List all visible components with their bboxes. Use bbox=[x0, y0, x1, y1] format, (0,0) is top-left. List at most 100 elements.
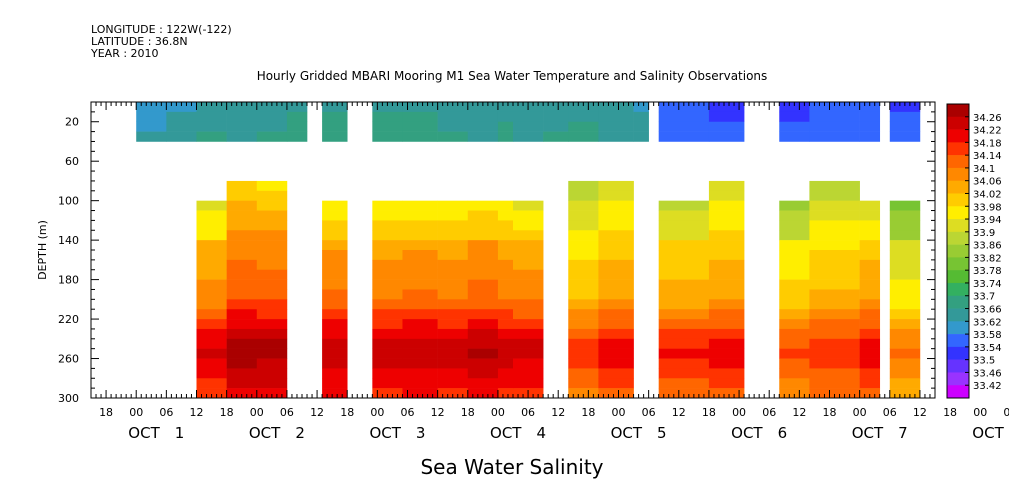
salinity-cell bbox=[322, 388, 348, 399]
salinity-cell bbox=[196, 269, 227, 280]
salinity-cell bbox=[809, 378, 860, 389]
salinity-cell bbox=[226, 259, 258, 271]
y-tick-label: 20 bbox=[65, 116, 79, 129]
colorbar-swatch bbox=[947, 219, 969, 233]
salinity-field bbox=[136, 102, 921, 399]
salinity-cell bbox=[708, 230, 745, 241]
salinity-cell bbox=[598, 121, 634, 132]
colorbar-swatch bbox=[947, 334, 969, 348]
salinity-cell bbox=[658, 289, 710, 300]
salinity-cell bbox=[467, 338, 499, 349]
salinity-cell bbox=[372, 131, 403, 142]
salinity-cell bbox=[809, 259, 860, 271]
salinity-cell bbox=[402, 259, 438, 271]
colorbar-label: 33.94 bbox=[973, 215, 1002, 226]
salinity-cell bbox=[256, 131, 288, 142]
salinity-cell bbox=[497, 230, 514, 241]
salinity-cell bbox=[859, 200, 881, 211]
salinity-cell bbox=[322, 250, 348, 261]
salinity-cell bbox=[513, 131, 544, 142]
salinity-cell bbox=[809, 299, 860, 310]
salinity-cell bbox=[658, 102, 710, 113]
salinity-cell bbox=[437, 309, 469, 320]
salinity-cell bbox=[497, 131, 514, 142]
salinity-cell bbox=[226, 190, 258, 201]
salinity-cell bbox=[196, 378, 227, 389]
salinity-cell bbox=[497, 299, 514, 310]
x-tick-label: 00 bbox=[370, 406, 384, 419]
x-tick-label: 06 bbox=[883, 406, 897, 419]
salinity-cell bbox=[497, 338, 514, 349]
salinity-cell bbox=[859, 299, 881, 310]
salinity-cell bbox=[779, 210, 810, 221]
salinity-cell bbox=[196, 200, 227, 211]
salinity-cell bbox=[658, 111, 710, 123]
salinity-cell bbox=[402, 240, 438, 251]
salinity-cell bbox=[513, 338, 544, 349]
x-tick-label: 12 bbox=[431, 406, 445, 419]
salinity-cell bbox=[437, 111, 469, 123]
salinity-cell bbox=[513, 220, 544, 231]
salinity-cell bbox=[543, 131, 569, 142]
salinity-cell bbox=[402, 250, 438, 261]
data-column bbox=[136, 102, 167, 142]
salinity-cell bbox=[543, 102, 569, 113]
y-axis-label: DEPTH (m) bbox=[36, 220, 49, 280]
salinity-cell bbox=[372, 220, 403, 231]
data-column bbox=[196, 102, 227, 399]
salinity-cell bbox=[497, 279, 514, 290]
x-tick-label: 06 bbox=[521, 406, 535, 419]
salinity-cell bbox=[513, 200, 544, 211]
salinity-cell bbox=[437, 319, 469, 330]
salinity-cell bbox=[372, 250, 403, 261]
salinity-cell bbox=[372, 210, 403, 221]
salinity-cell bbox=[256, 210, 288, 221]
salinity-cell bbox=[859, 131, 881, 142]
salinity-cell bbox=[467, 289, 499, 300]
colorbar-label: 33.74 bbox=[973, 279, 1002, 290]
salinity-cell bbox=[779, 102, 810, 113]
salinity-cell bbox=[809, 240, 860, 251]
salinity-cell bbox=[497, 309, 514, 320]
salinity-cell bbox=[859, 319, 881, 330]
x-tick-label: 18 bbox=[220, 406, 234, 419]
salinity-cell bbox=[467, 309, 499, 320]
salinity-cell bbox=[402, 328, 438, 340]
salinity-cell bbox=[513, 210, 544, 221]
salinity-cell bbox=[568, 309, 599, 320]
salinity-cell bbox=[568, 289, 599, 300]
salinity-cell bbox=[402, 289, 438, 300]
salinity-cell bbox=[708, 121, 745, 132]
salinity-cell bbox=[322, 230, 348, 241]
salinity-cell bbox=[779, 358, 810, 369]
colorbar-swatch bbox=[947, 346, 969, 360]
colorbar-label: 33.78 bbox=[973, 266, 1002, 277]
salinity-cell bbox=[658, 378, 710, 389]
salinity-cell bbox=[372, 358, 403, 369]
salinity-cell bbox=[568, 240, 599, 251]
salinity-cell bbox=[859, 111, 881, 123]
colorbar-label: 34.1 bbox=[973, 164, 995, 175]
salinity-cell bbox=[372, 378, 403, 389]
salinity-cell bbox=[402, 220, 438, 231]
colorbar-swatch bbox=[947, 155, 969, 169]
salinity-cell bbox=[166, 131, 197, 142]
salinity-cell bbox=[437, 269, 469, 280]
salinity-cell bbox=[497, 328, 514, 340]
salinity-cell bbox=[889, 388, 921, 399]
salinity-cell bbox=[322, 111, 348, 123]
salinity-cell bbox=[779, 200, 810, 211]
salinity-cell bbox=[372, 269, 403, 280]
salinity-cell bbox=[402, 348, 438, 359]
salinity-cell bbox=[809, 220, 860, 231]
salinity-cell bbox=[779, 348, 810, 359]
data-column bbox=[658, 102, 710, 399]
salinity-cell bbox=[708, 338, 745, 349]
salinity-cell bbox=[889, 378, 921, 389]
salinity-cell bbox=[598, 240, 634, 251]
salinity-cell bbox=[568, 328, 599, 340]
salinity-cell bbox=[467, 220, 499, 231]
colorbar-swatch bbox=[947, 167, 969, 181]
salinity-cell bbox=[598, 358, 634, 369]
x-day-label: OCT 4 bbox=[490, 424, 546, 442]
